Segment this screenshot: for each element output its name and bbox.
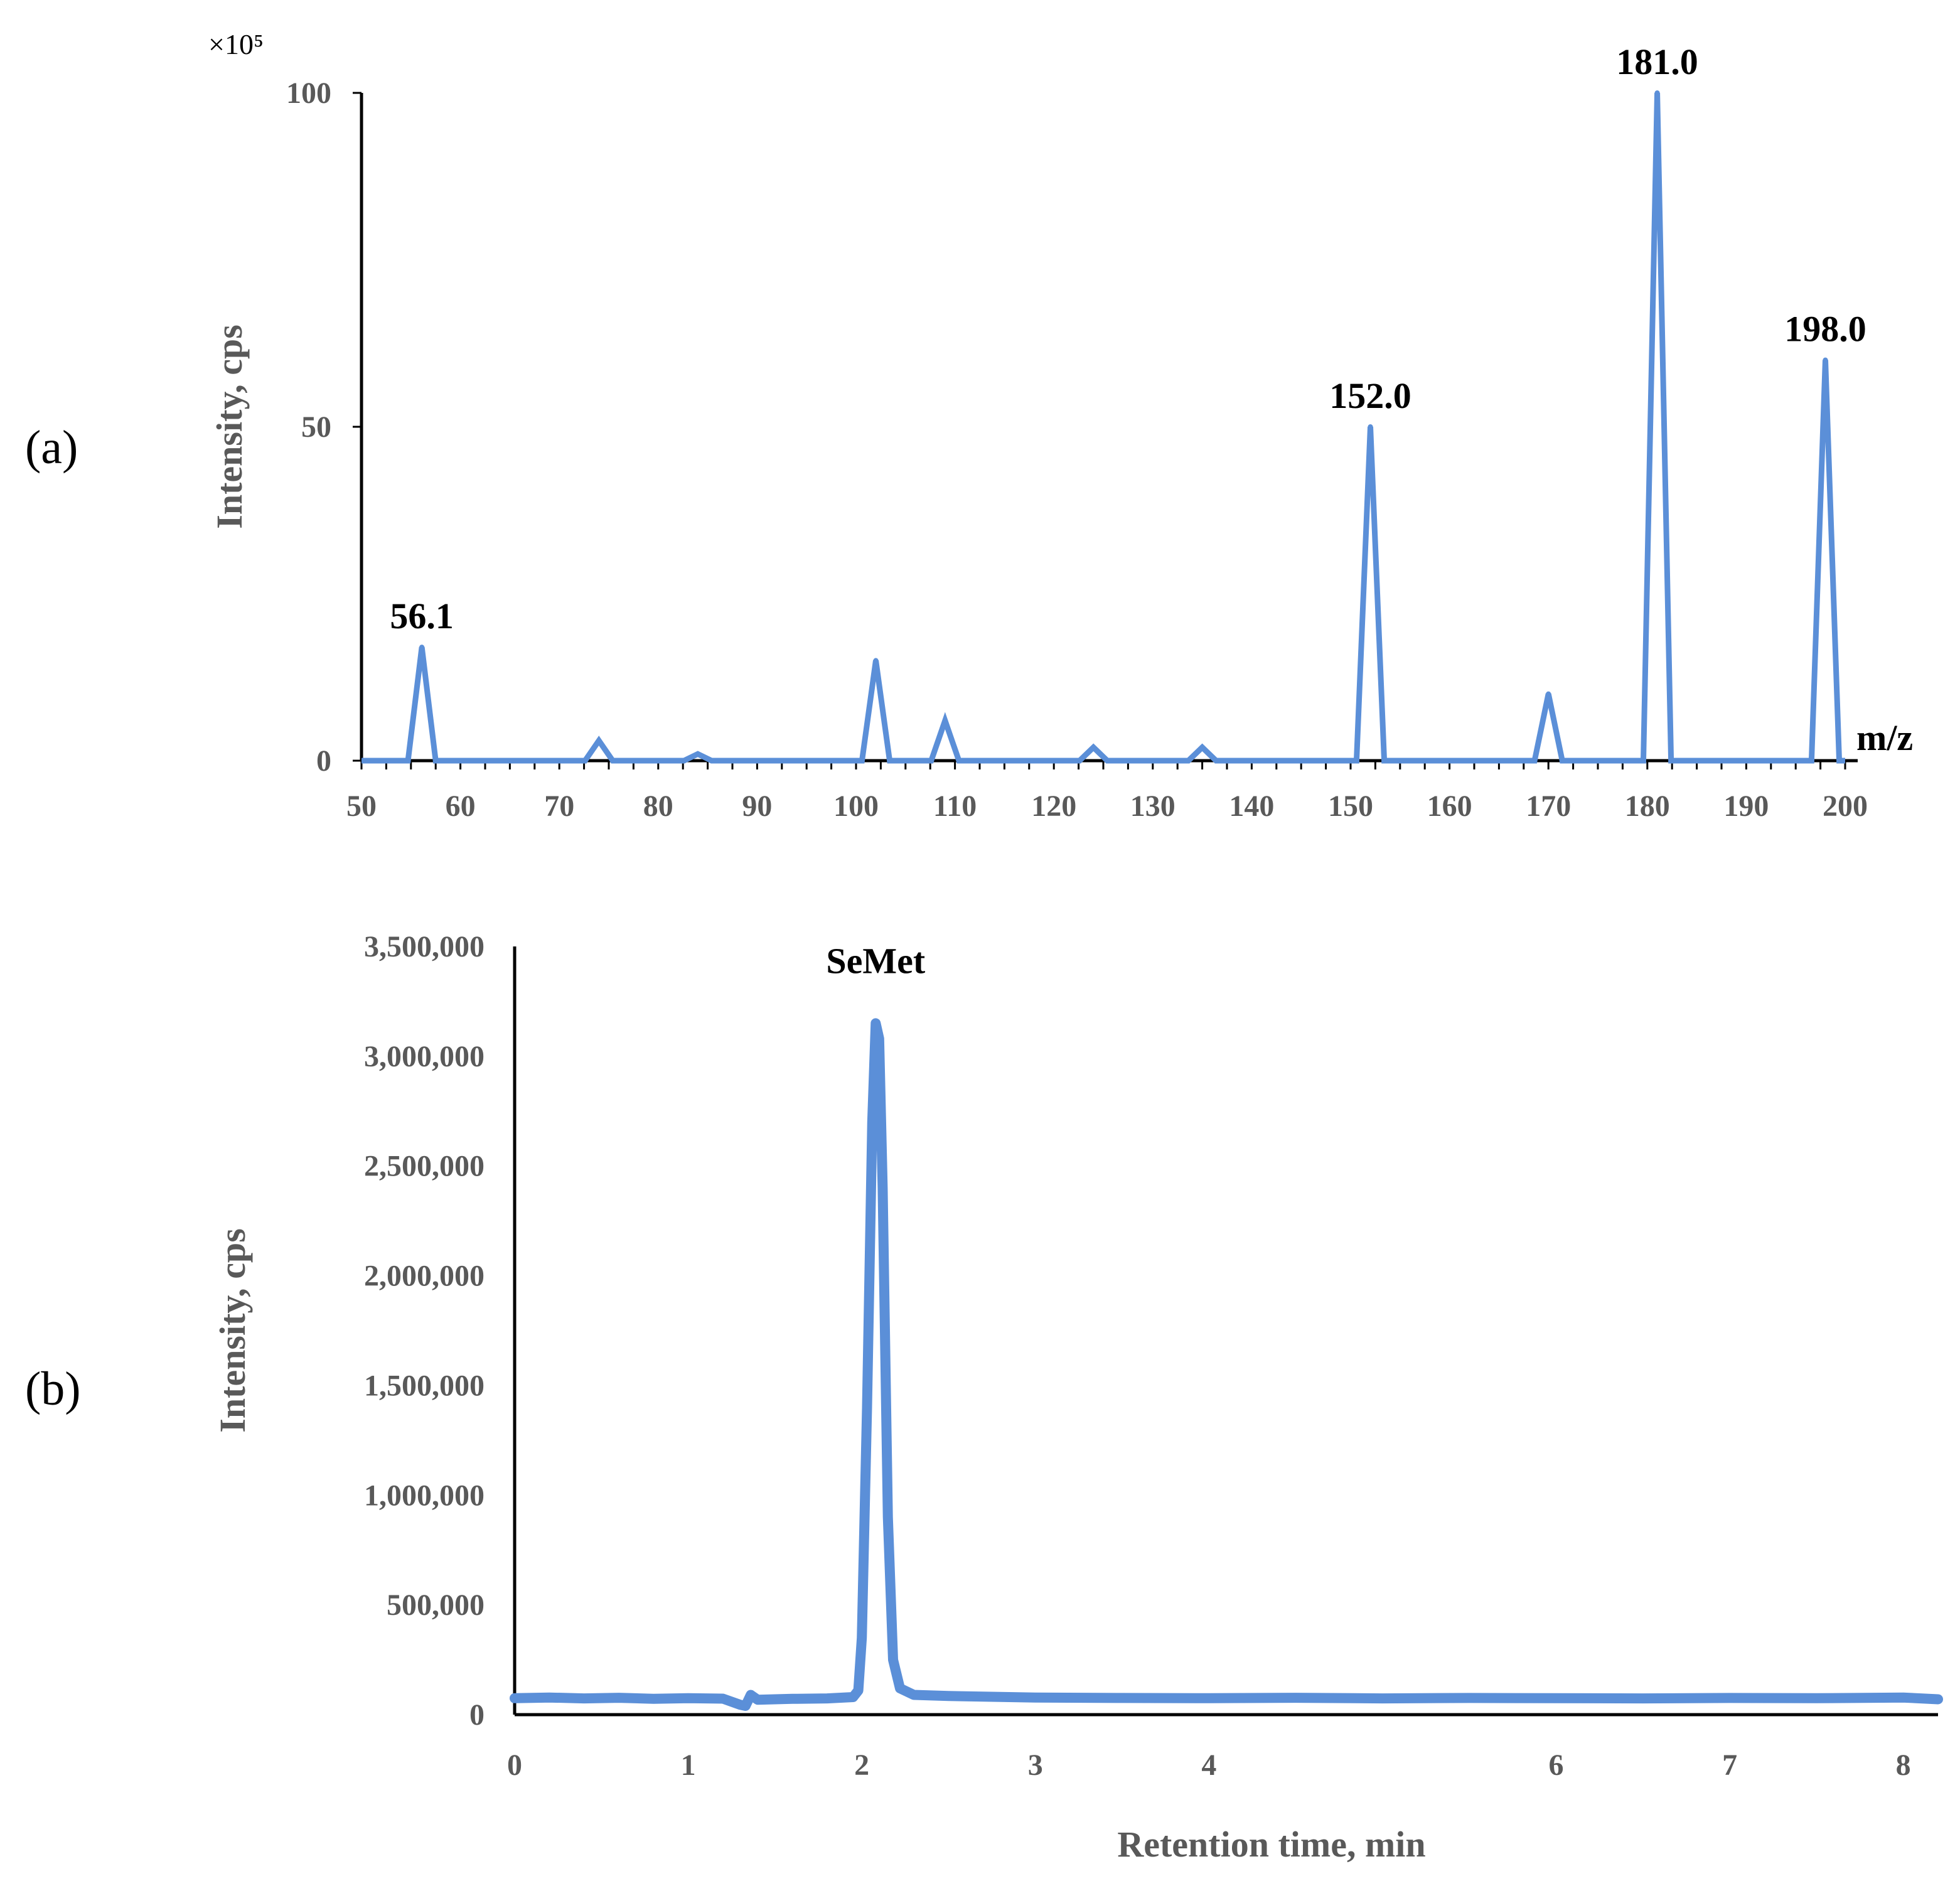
panel-a-peak-point [1199, 744, 1205, 750]
panel-b-y-tick-label: 3,000,000 [364, 1040, 485, 1073]
panel-b-y-tick-label: 1,000,000 [364, 1479, 485, 1512]
panel-b-x-tick-label: 7 [1722, 1749, 1737, 1782]
panel-a-x-tick-label: 200 [1823, 790, 1868, 823]
panel-a-x-tick-label: 50 [346, 790, 377, 823]
panel-a-x-axis-title: m/z [1856, 717, 1913, 758]
panel-a-x-tick-label: 90 [742, 790, 772, 823]
y-multiplier-label: ×10⁵ [208, 28, 264, 60]
panel-a-x-tick-label: 60 [446, 790, 476, 823]
panel-b-x-tick-label: 0 [507, 1749, 522, 1782]
panel-b-x-tick-label: 3 [1028, 1749, 1043, 1782]
panel-b-x-tick-label: 6 [1549, 1749, 1564, 1782]
panel-b-y-tick-label: 500,000 [387, 1589, 485, 1622]
panel-a-x-tick-label: 130 [1130, 790, 1175, 823]
panel-a-x-tick-label: 80 [643, 790, 673, 823]
panel-b-x-tick-label: 2 [854, 1749, 869, 1782]
panel-a-x-tick-label: 190 [1723, 790, 1769, 823]
panel-a-peak-label: 181.0 [1616, 41, 1698, 82]
panel-a-peak-point [1546, 691, 1551, 697]
panel-a-peak-point [1823, 357, 1828, 363]
panel-a-x-tick-label: 160 [1427, 790, 1472, 823]
panel-b-y-tick-label: 0 [469, 1698, 485, 1732]
panel-a-x-tick-label: 100 [833, 790, 879, 823]
panel-a-y-tick-label: 0 [316, 744, 331, 778]
panel-a-x-tick-label: 170 [1526, 790, 1571, 823]
panel-a-peak-point [1654, 90, 1660, 95]
panel-b-y-tick-label: 3,500,000 [364, 930, 485, 963]
panel-a-peak-point [873, 658, 879, 663]
panel-a-x-tick-label: 120 [1031, 790, 1076, 823]
panel-a-x-tick-label: 70 [544, 790, 574, 823]
panel-b-plot: 0 1 2 3 4 6 7 8 0 500,000 1,000,000 1,500,000 2,000,… [364, 930, 1943, 1782]
panel-b-y-tick-label: 1,500,000 [364, 1369, 485, 1402]
panel-a-peak-point [942, 718, 948, 724]
panel-a-x-tick-label: 110 [933, 790, 977, 823]
panel-a-peak-point [596, 738, 602, 744]
panel-a-peak-point [695, 751, 700, 757]
panel-a-peak-point [1368, 424, 1373, 429]
panel-b-x-axis-title: Retention time, min [1117, 1824, 1425, 1865]
panel-a-peak-point [1091, 744, 1096, 750]
panel-a-plot: 50 60 70 80 90 100 110 120 130 140 150 160 170 180 190… [286, 41, 1868, 823]
panel-b-label: (b) [25, 1363, 81, 1415]
panel-a-peak-label: 56.1 [390, 596, 454, 636]
panel-a-label: (a) [25, 421, 78, 474]
panel-b-x-tick-label: 1 [681, 1749, 696, 1782]
panel-a-y-tick-label: 50 [301, 410, 331, 444]
panel-a-spectrum-line [361, 92, 1845, 764]
panel-a-x-tick-label: 150 [1328, 790, 1373, 823]
panel-b-peak-label: SeMet [826, 940, 925, 981]
panel-a-x-tick-label: 180 [1625, 790, 1670, 823]
panel-a-peak-point [419, 645, 425, 650]
panel-b-y-tick-label: 2,500,000 [364, 1150, 485, 1183]
panel-a-x-tick-label: 140 [1229, 790, 1274, 823]
panel-a-peak-label: 198.0 [1784, 309, 1866, 350]
panel-a-peak-label: 152.0 [1329, 375, 1411, 416]
panel-b-y-axis-title: Intensity, cps [212, 1228, 253, 1433]
panel-b-y-tick-label: 2,000,000 [364, 1260, 485, 1293]
panel-b-x-tick-label: 4 [1201, 1749, 1216, 1782]
panel-a-y-axis-title: Intensity, cps [209, 324, 250, 529]
panel-a-y-tick-label: 100 [286, 77, 331, 110]
panel-b-x-tick-label: 8 [1896, 1749, 1911, 1782]
panel-b-chromatogram-line [510, 1018, 1943, 1711]
